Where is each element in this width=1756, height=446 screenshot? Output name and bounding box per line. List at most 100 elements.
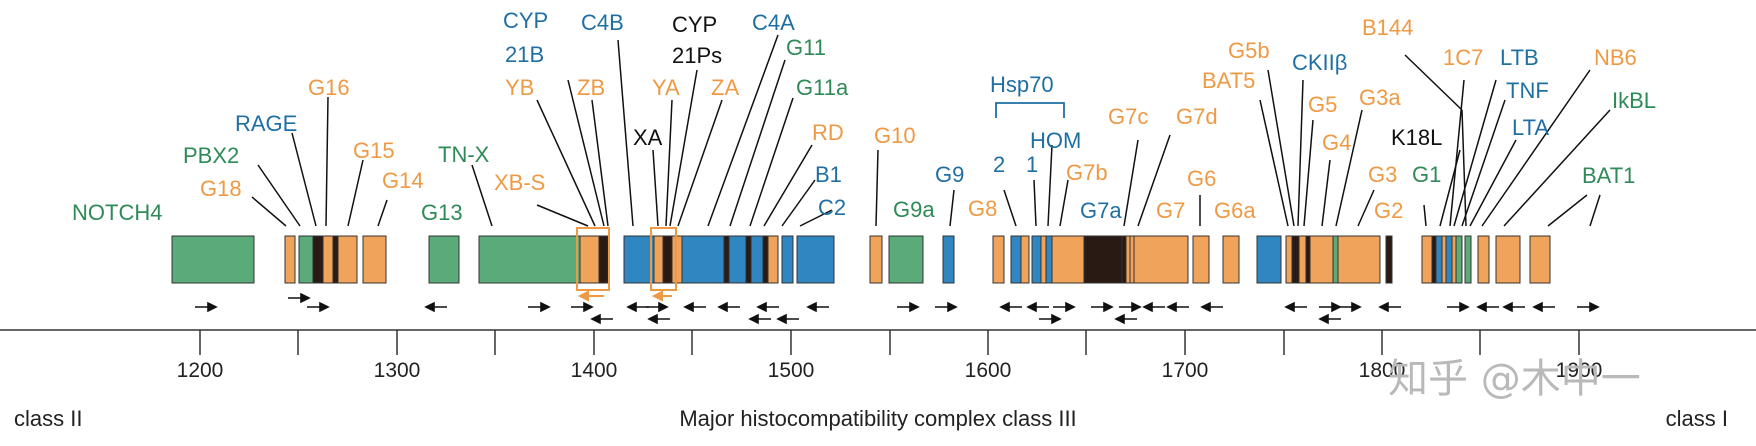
gene-label: G3a [1359, 85, 1401, 110]
gene-label: XB-S [494, 170, 545, 195]
gene-block-g4 [1309, 235, 1334, 284]
gene-block-c2 [796, 235, 835, 284]
gene-block-g8b [1020, 235, 1030, 284]
gene-block-c4a [681, 235, 725, 284]
arrow-left-icon [999, 301, 1010, 313]
gene-label: G11a [796, 75, 849, 100]
axis-tick-label: 1300 [374, 359, 421, 382]
gene-label: NB6 [1594, 45, 1637, 70]
arrow-left-icon [1142, 301, 1153, 313]
arrow-left-icon [590, 313, 601, 325]
region-label-class1: class I [1666, 406, 1728, 431]
cyp-highlight-arrows [577, 290, 672, 302]
gene-block-rd [750, 235, 764, 284]
arrow-left-icon [683, 301, 694, 313]
gene-block-g5 [1298, 235, 1307, 284]
gene-block-g5-mark [1305, 235, 1311, 284]
gene-label: G5b [1228, 38, 1270, 63]
arrow-left-icon [1532, 301, 1543, 313]
gene-block-tnf-gap [1451, 235, 1457, 284]
arrow-left-icon [1378, 301, 1389, 313]
arrow-left-icon [1318, 313, 1329, 325]
gene-block-tnf [1455, 235, 1463, 284]
gene-label: TN-X [438, 142, 490, 167]
gene-label: G2 [1374, 198, 1403, 223]
gene-block-g9 [942, 235, 955, 284]
gene-block-yb [579, 235, 600, 284]
gene-label: BAT1 [1582, 163, 1635, 188]
gene-block-g11b [728, 235, 747, 284]
gene-label: G15 [353, 138, 395, 163]
arrow-left-icon [1026, 301, 1037, 313]
gene-block-pbx2 [298, 235, 314, 284]
arrow-right-icon [658, 301, 669, 313]
gene-label: PBX2 [183, 143, 239, 168]
region-label-class2: class II [14, 406, 82, 431]
gene-block-rage [312, 235, 324, 284]
arrow-right-icon [1103, 301, 1114, 313]
gene-block-hom [1045, 235, 1053, 284]
gene-block-bat5 [1256, 235, 1282, 284]
axis-tick-label: 1400 [571, 359, 618, 382]
gene-block-g6 [1192, 235, 1210, 284]
axis-tick-label: 1700 [1162, 359, 1209, 382]
gene-block-tnx [478, 235, 581, 284]
axis-tick-label: 1600 [965, 359, 1012, 382]
gene-block-1c7 [1435, 235, 1443, 284]
arrow-right-icon [300, 292, 311, 304]
arrow-left-icon [647, 313, 658, 325]
gene-label: 21B [505, 42, 544, 67]
arrow-left-icon [1476, 301, 1487, 313]
gene-block-g11a [745, 235, 752, 284]
gene-label: BAT5 [1202, 68, 1255, 93]
gene-block-g1 [1385, 235, 1393, 284]
gene-block-g5b [1285, 235, 1293, 284]
gene-block-ckii [1291, 235, 1300, 284]
gene-label: G9a [893, 197, 935, 222]
arrow-right-icon [540, 301, 551, 313]
gene-block-xa [653, 235, 664, 284]
arrow-left-icon [1166, 301, 1177, 313]
gene-label: IkBL [1612, 88, 1656, 113]
cyp-highlight-boxes [576, 227, 677, 291]
gene-label: 1C7 [1443, 45, 1483, 70]
gene-label: CYP [503, 8, 548, 33]
gene-block-g7b [1051, 235, 1085, 284]
gene-block-g11 [723, 235, 730, 284]
arrow-right-icon [1351, 301, 1362, 313]
gene-label: C2 [818, 195, 846, 220]
arrow-left-icon [1114, 313, 1125, 325]
gene-label: G7a [1080, 198, 1122, 223]
arrow-left-icon [776, 313, 787, 325]
gene-label: G5 [1308, 92, 1337, 117]
arrow-right-icon [207, 301, 218, 313]
gene-label: G11 [786, 35, 826, 60]
cyp21b-highlight-box [576, 227, 610, 291]
arrow-right-icon [1065, 301, 1076, 313]
gene-label: G9 [935, 162, 964, 187]
gene-block-hsp2 [1010, 235, 1022, 284]
leader-lines [251, 34, 1611, 227]
gene-block-g8 [992, 235, 1005, 284]
gene-block-g10 [869, 235, 883, 284]
gene-label: 1 [1026, 152, 1038, 177]
arrow-right-icon [1459, 301, 1470, 313]
axis-tick-labels: 1200 1300 1400 1500 1600 1700 1800 1900 [177, 359, 1603, 382]
arrow-left-icon [1502, 301, 1513, 313]
arrow-left-icon [626, 301, 637, 313]
gene-label: G7b [1066, 160, 1108, 185]
gene-block-rd-mark [762, 235, 769, 284]
gene-label: C4B [581, 10, 624, 35]
gene-block-g16 [322, 235, 334, 284]
gene-label: CKIIβ [1292, 50, 1347, 75]
gene-block-c4b [623, 235, 655, 284]
gene-label: RD [812, 120, 844, 145]
gene-block-g7-mark [1129, 235, 1135, 284]
gene-block-g7c [1125, 235, 1131, 284]
gene-block-lta [1464, 235, 1472, 284]
arrow-left-icon [1200, 301, 1211, 313]
arrow-left-icon [424, 301, 435, 313]
gene-label: G7 [1156, 198, 1185, 223]
hsp70-label: Hsp70 [990, 72, 1054, 97]
